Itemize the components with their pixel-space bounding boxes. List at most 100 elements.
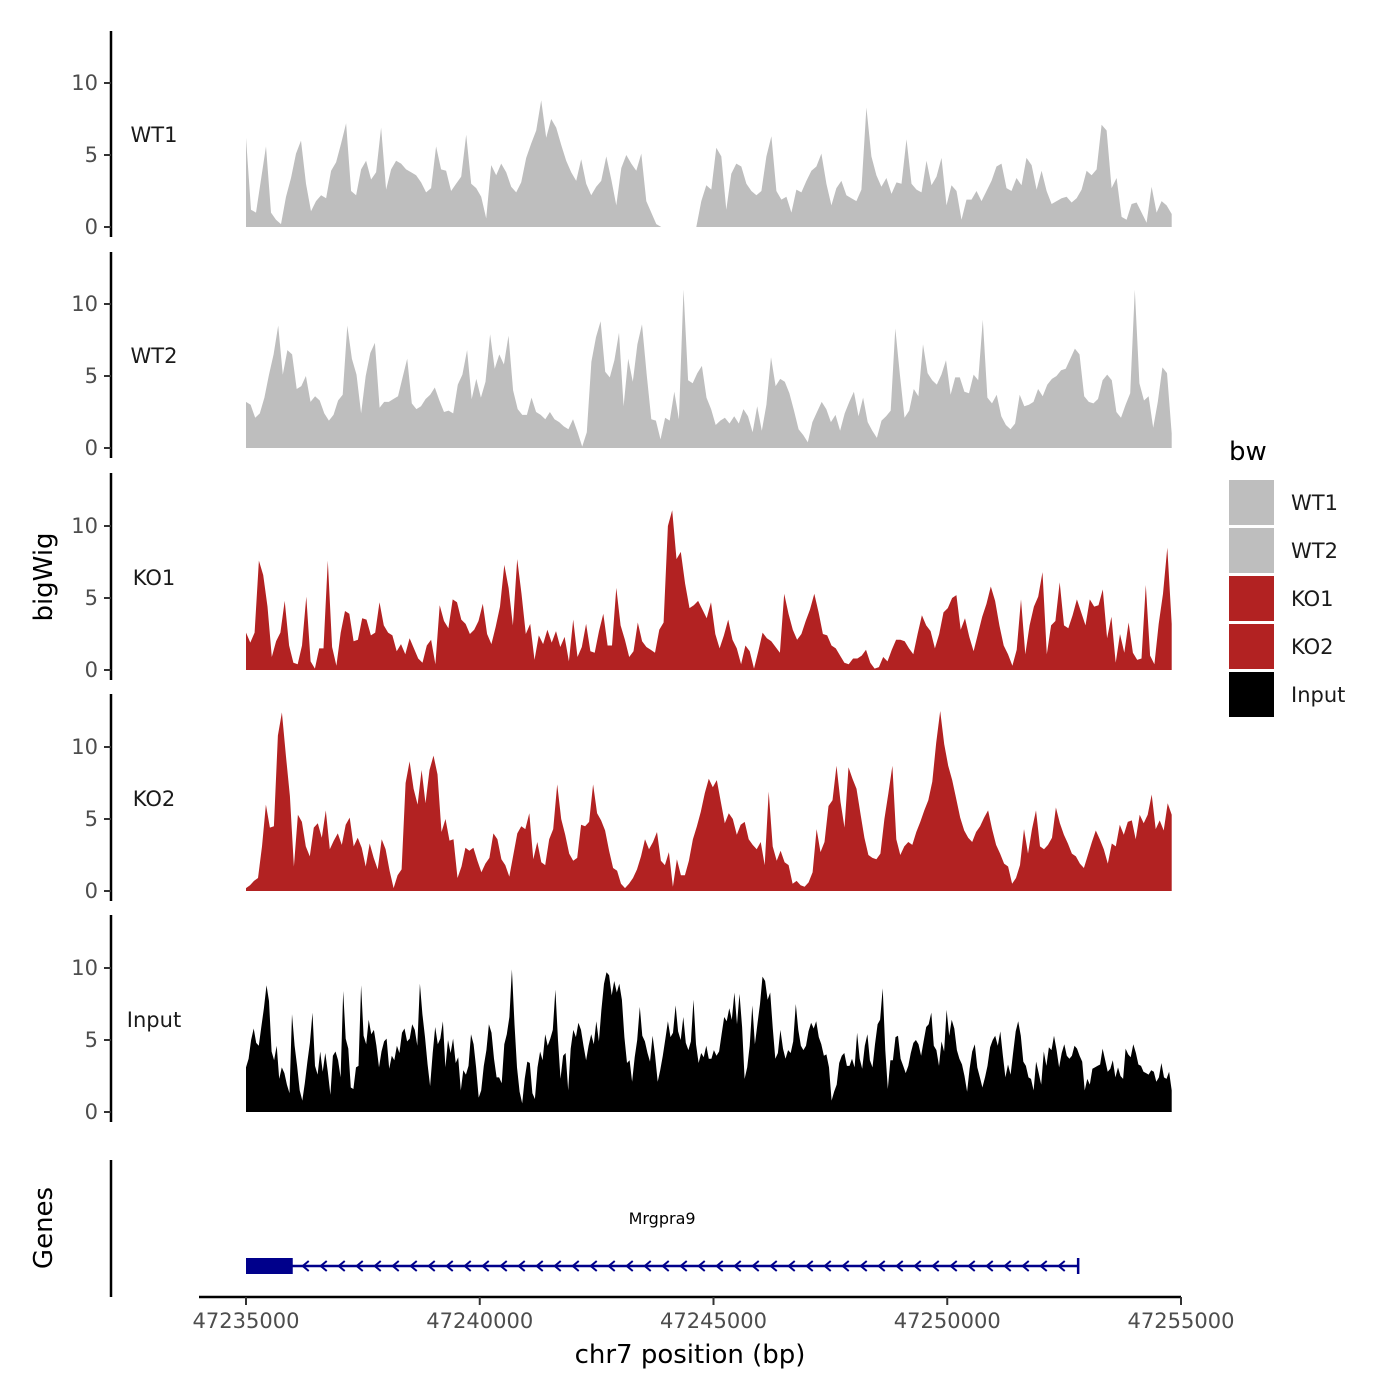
- strand-arrow: [409, 1260, 418, 1272]
- x-tick-label: 47235000: [193, 1309, 300, 1333]
- strand-arrow: [679, 1260, 688, 1272]
- gene-track-title: Genes: [29, 1187, 59, 1269]
- legend-swatch-ko2: [1229, 624, 1274, 669]
- strand-arrow: [355, 1260, 364, 1272]
- x-axis: 47235000 47240000 47245000 47250000 47255000: [193, 1295, 1235, 1333]
- track-wt1: 0 5 10 WT1: [71, 31, 1172, 239]
- track-wt2: 0 5 10 WT2: [71, 252, 1172, 460]
- y-tick-label: 10: [71, 735, 98, 759]
- track-ko1: 0 5 10 KO1: [71, 473, 1172, 682]
- strand-arrow: [481, 1260, 490, 1272]
- y-tick-label: 5: [85, 364, 98, 388]
- strand-arrow: [805, 1260, 814, 1272]
- track-ko2: 0 5 10 KO2: [71, 694, 1172, 903]
- strand-arrow: [445, 1260, 454, 1272]
- strand-arrow: [913, 1260, 922, 1272]
- legend-label: KO1: [1291, 587, 1334, 611]
- gene-track: Mrgpra9: [109, 1160, 1080, 1297]
- strand-arrow: [787, 1260, 796, 1272]
- strand-arrow: [427, 1260, 436, 1272]
- legend-swatch-ko1: [1229, 576, 1274, 621]
- y-tick-label: 10: [71, 292, 98, 316]
- strand-arrow: [319, 1260, 328, 1272]
- strand-arrow: [1021, 1260, 1030, 1272]
- track-label: WT2: [131, 344, 178, 368]
- x-tick-label: 47250000: [894, 1309, 1001, 1333]
- track-label: Input: [127, 1008, 181, 1032]
- y-tick-label: 0: [85, 215, 98, 239]
- strand-arrow: [949, 1260, 958, 1272]
- y-tick-label: 0: [85, 436, 98, 460]
- strand-arrow: [607, 1260, 616, 1272]
- y-axis-title: bigWig: [29, 532, 59, 621]
- strand-arrow: [769, 1260, 778, 1272]
- y-tick-label: 5: [85, 143, 98, 167]
- area-ko2: [246, 711, 1172, 891]
- x-tick-label: 47240000: [426, 1309, 533, 1333]
- strand-arrow: [499, 1260, 508, 1272]
- y-tick-label: 5: [85, 807, 98, 831]
- strand-arrow: [751, 1260, 760, 1272]
- y-tick-label: 5: [85, 1028, 98, 1052]
- legend-label: Input: [1291, 683, 1345, 707]
- strand-arrow: [301, 1260, 310, 1272]
- strand-arrow: [463, 1260, 472, 1272]
- strand-arrow: [517, 1260, 526, 1272]
- x-tick-label: 47255000: [1128, 1309, 1235, 1333]
- legend-swatch-wt1: [1229, 480, 1274, 525]
- y-tick-label: 0: [85, 879, 98, 903]
- legend-label: KO2: [1291, 635, 1334, 659]
- strand-arrow: [1003, 1260, 1012, 1272]
- y-tick-label: 0: [85, 1100, 98, 1124]
- legend-swatch-input: [1229, 672, 1274, 717]
- strand-arrow: [859, 1260, 868, 1272]
- track-label: KO2: [133, 787, 176, 811]
- track-label: KO1: [133, 566, 176, 590]
- x-axis-title: chr7 position (bp): [575, 1340, 806, 1370]
- strand-arrow: [1039, 1260, 1048, 1272]
- strand-arrow: [571, 1260, 580, 1272]
- strand-arrow: [823, 1260, 832, 1272]
- strand-arrow: [643, 1260, 652, 1272]
- strand-arrow: [589, 1260, 598, 1272]
- y-tick-label: 0: [85, 658, 98, 682]
- strand-arrow: [841, 1260, 850, 1272]
- strand-arrow: [697, 1260, 706, 1272]
- y-tick-label: 10: [71, 71, 98, 95]
- strand-arrow: [535, 1260, 544, 1272]
- y-tick-label: 10: [71, 956, 98, 980]
- strand-arrow: [625, 1260, 634, 1272]
- legend-title: bw: [1229, 437, 1267, 467]
- strand-arrow: [337, 1260, 346, 1272]
- area-input: [246, 969, 1172, 1112]
- area-ko1: [246, 510, 1172, 670]
- strand-arrow: [715, 1260, 724, 1272]
- strand-arrow: [931, 1260, 940, 1272]
- strand-arrow: [661, 1260, 670, 1272]
- strand-arrow: [553, 1260, 562, 1272]
- y-tick-label: 5: [85, 586, 98, 610]
- strand-arrow: [1057, 1260, 1066, 1272]
- track-label: WT1: [131, 123, 178, 147]
- coverage-tracks: 0 5 10 WT1 0 5 10 WT2 0 5 10 KO1 0 5 10 KO2 0 5 10 Input: [71, 31, 1172, 1124]
- strand-arrow: [967, 1260, 976, 1272]
- strand-arrow: [391, 1260, 400, 1272]
- strand-arrow: [877, 1260, 886, 1272]
- gene-exon: [246, 1258, 293, 1274]
- area-wt2: [246, 289, 1172, 448]
- strand-arrow: [733, 1260, 742, 1272]
- y-tick-label: 10: [71, 514, 98, 538]
- strand-arrow: [985, 1260, 994, 1272]
- track-input: 0 5 10 Input: [71, 915, 1172, 1124]
- x-tick-label: 47245000: [660, 1309, 767, 1333]
- legend-label: WT1: [1291, 491, 1338, 515]
- strand-arrow: [895, 1260, 904, 1272]
- strand-arrow: [373, 1260, 382, 1272]
- legend: bw WT1 WT2 KO1 KO2 Input: [1229, 437, 1345, 717]
- area-wt1: [246, 100, 1172, 227]
- gene-name: Mrgpra9: [629, 1209, 696, 1228]
- legend-label: WT2: [1291, 539, 1338, 563]
- legend-swatch-wt2: [1229, 528, 1274, 573]
